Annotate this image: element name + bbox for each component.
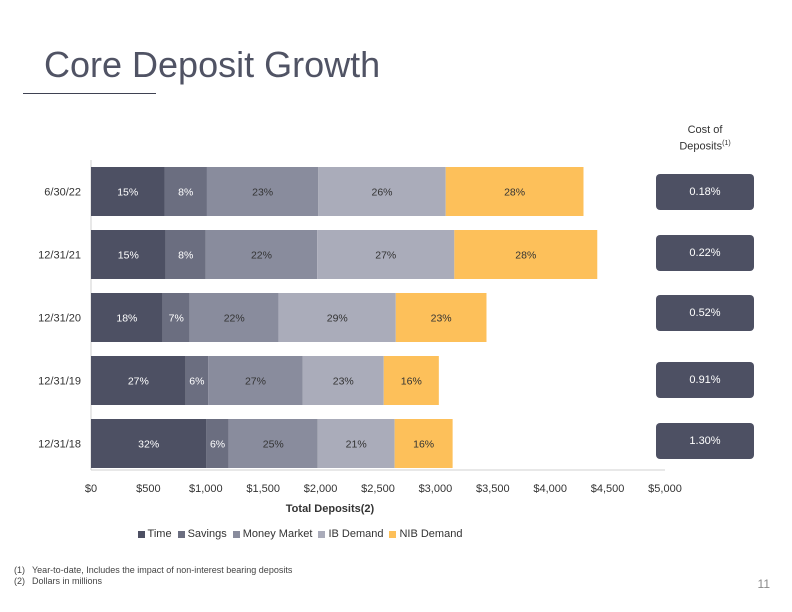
bar-data-label: 27% [245,376,266,388]
cost-of-deposits-value: 0.91% [656,362,754,398]
legend-item: Time [137,528,172,540]
footnotes: (1) Year-to-date, Includes the impact of … [14,565,292,587]
x-tick-label: $1,000 [189,483,223,495]
bar-data-label: 7% [169,313,184,325]
bar-data-label: 23% [333,376,354,388]
x-tick-label: $500 [136,483,160,495]
legend-swatch [177,530,185,538]
bar-data-label: 16% [401,376,422,388]
y-category-label: 6/30/22 [44,187,81,199]
bar-segment [185,356,209,405]
bar-data-label: 22% [251,250,272,262]
bar-data-label: 28% [504,187,525,199]
legend-swatch [318,530,326,538]
bar-data-label: 21% [346,439,367,451]
cost-of-deposits-value: 0.18% [656,174,754,210]
legend-label: Time [147,528,172,540]
cost-header-line1: Cost of [687,124,723,136]
legend-item: Savings [177,528,227,540]
bar-segment [91,356,186,405]
bar-segment [205,230,318,279]
legend-label: IB Demand [328,528,384,540]
bar-segment [228,419,318,468]
bar-segment [317,230,455,279]
bar-segment [278,293,396,342]
legend-label: Savings [187,528,227,540]
title-underline [23,93,156,94]
x-tick-label: $0 [85,483,97,495]
bar-segment [302,356,384,405]
bar-data-label: 6% [189,376,204,388]
footnote: (1) Year-to-date, Includes the impact of … [14,565,293,575]
y-category-label: 12/31/20 [38,313,81,325]
cost-header-line2: Deposits(1) [679,140,731,153]
bar-data-label: 28% [515,250,536,262]
bar-data-label: 6% [210,439,225,451]
bar-data-label: 27% [375,250,396,262]
bar-segment [164,167,207,216]
y-category-label: 12/31/21 [38,250,81,262]
bar-segment [317,419,395,468]
bar-segment [395,293,487,342]
bar-data-label: 32% [138,439,159,451]
x-tick-label: $3,000 [419,483,453,495]
y-category-label: 12/31/18 [38,439,81,451]
bar-segment [165,230,206,279]
bar-data-label: 25% [263,439,284,451]
bar-data-label: 18% [116,313,137,325]
bar-segment [189,293,279,342]
legend-item: Money Market [232,528,313,540]
bar-segment [162,293,190,342]
bar-segment [91,230,166,279]
bar-segment [318,167,446,216]
bar-segment [454,230,598,279]
legend-swatch [232,530,240,538]
bar-segment [445,167,584,216]
bar-segment [91,293,163,342]
legend-item: NIB Demand [389,528,462,540]
x-tick-label: $5,000 [648,483,682,495]
bar-segment [394,419,453,468]
legend-swatch [137,530,145,538]
bar-data-label: 29% [327,313,348,325]
cost-of-deposits-header: Cost of Deposits(1) [660,123,750,154]
bar-segment [383,356,439,405]
x-tick-label: $2,000 [304,483,338,495]
legend-label: Money Market [242,528,313,540]
bar-data-label: 27% [128,376,149,388]
bar-data-label: 8% [178,250,193,262]
cost-of-deposits-value: 0.52% [656,295,754,331]
bar-segment [206,167,319,216]
bar-segment [208,356,303,405]
x-tick-label: $4,500 [591,483,625,495]
bar-data-label: 15% [117,187,138,199]
page-number: 11 [757,577,770,591]
bar-data-label: 8% [178,187,193,199]
bar-data-label: 22% [224,313,245,325]
x-tick-label: $2,500 [361,483,395,495]
x-tick-label: $4,000 [533,483,567,495]
legend-item: IB Demand [318,528,383,540]
page-title: Core Deposit Growth [44,44,381,85]
cost-of-deposits-value: 0.22% [656,235,754,271]
bar-data-label: 16% [413,439,434,451]
bar-data-label: 15% [118,250,139,262]
bar-data-label: 23% [431,313,452,325]
x-tick-label: $1,500 [246,483,280,495]
footnote: (2) Dollars in millions [14,576,103,586]
chart-legend: Time Savings Money Market IB Demand NIB Dema… [0,528,600,540]
x-tick-label: $3,500 [476,483,510,495]
x-axis-title: Total Deposits(2) [286,503,375,515]
legend-swatch [389,530,397,538]
cost-of-deposits-value: 1.30% [656,423,754,459]
bar-segment [91,167,165,216]
legend-label: NIB Demand [399,528,463,540]
bar-data-label: 26% [372,187,393,199]
bar-data-label: 23% [252,187,273,199]
bar-segment [206,419,229,468]
y-category-label: 12/31/19 [38,376,81,388]
bar-segment [91,419,207,468]
